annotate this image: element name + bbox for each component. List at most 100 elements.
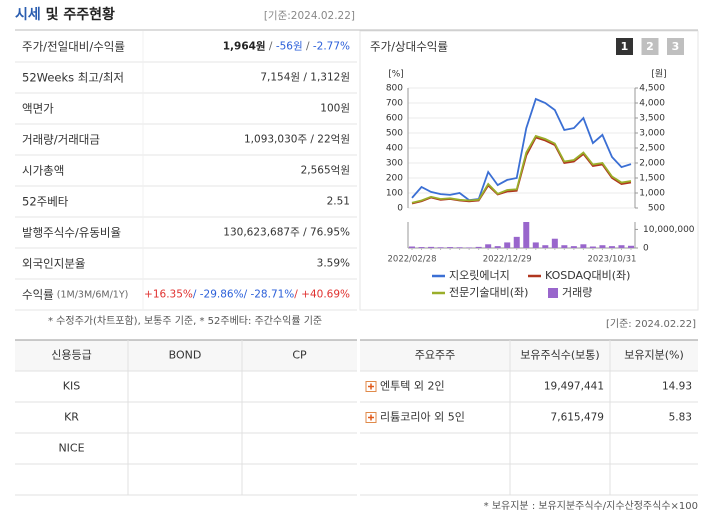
label: 52Weeks 최고/최저: [22, 70, 124, 84]
volume-bar: [437, 247, 444, 248]
value-part: 3.59%: [317, 258, 350, 270]
value-part: +16.35%: [144, 289, 193, 301]
row-value: 2.51: [327, 196, 350, 208]
volume-bar: [513, 236, 520, 248]
legend-label: KOSDAQ대비(좌): [545, 269, 630, 282]
volume-bar: [504, 242, 511, 248]
shareholder-cell: 7,615,479: [551, 412, 604, 424]
credit-cell: KIS: [63, 380, 80, 393]
row-label: 발행주식수/유동비율: [22, 225, 121, 239]
shareholder-name: 리튬코리아 외 5인: [380, 411, 465, 424]
label: 거래량/거래대금: [22, 132, 100, 146]
y-tick-label: 100: [386, 189, 403, 199]
y2-tick-label: 1,500: [639, 174, 665, 184]
credit-cell: KR: [64, 411, 79, 424]
y-tick-label: 800: [386, 84, 403, 94]
credit-header: 신용등급: [51, 349, 91, 362]
shareholders-header: 주요주주: [415, 349, 455, 362]
legend-label: 지오릿에너지: [449, 269, 510, 282]
row-label: 거래량/거래대금: [22, 132, 100, 146]
tab-label: 2: [646, 40, 654, 53]
value-part: / -29.86%: [193, 289, 244, 301]
row-label: 52Weeks 최고/최저: [22, 70, 124, 84]
credit-cell: NICE: [58, 442, 84, 455]
volume-bar: [542, 245, 549, 248]
shareholders-footnote: * 보유지분 : 보유지분주식수/지수산정주식수×100: [484, 500, 698, 512]
y-tick-label: 500: [386, 129, 403, 139]
credit-header: CP: [292, 349, 307, 362]
volume-tick-label: 0: [643, 244, 649, 254]
label: 52주베타: [22, 194, 69, 208]
row-label: 외국인지분율: [22, 256, 85, 270]
y2-tick-label: 3,000: [639, 129, 665, 139]
label: 액면가: [22, 101, 54, 115]
volume-bar: [608, 246, 615, 248]
credit-header-bg: [15, 340, 357, 371]
label: 외국인지분율: [22, 256, 85, 270]
y2-tick-label: 500: [648, 204, 665, 214]
y2-tick-label: 2,000: [639, 159, 665, 169]
value-part: 1,093,030주 / 22억원: [244, 134, 350, 146]
x-tick-label: 2023/10/31: [587, 255, 636, 265]
label: 발행주식수/유동비율: [22, 225, 121, 239]
volume-bar: [599, 245, 606, 248]
tab-button[interactable]: [616, 38, 633, 55]
value-part: 130,623,687주 / 76.95%: [223, 227, 350, 239]
series-line: [411, 134, 632, 204]
volume-bar: [570, 246, 577, 248]
volume-bar: [589, 246, 596, 248]
y-tick-label: 200: [386, 174, 403, 184]
value-part: / -28.71%: [244, 289, 295, 301]
row-label: 액면가: [22, 101, 54, 115]
tab-button[interactable]: [667, 38, 684, 55]
volume-bar: [447, 247, 454, 248]
volume-bar: [485, 244, 492, 248]
label: 시가총액: [22, 163, 64, 177]
volume-bar: [456, 247, 463, 248]
volume-bar: [409, 246, 415, 248]
shareholder-cell: 5.83: [669, 412, 692, 424]
title-part: 시세: [15, 7, 41, 23]
section-title: 시세 및 주주현황: [15, 6, 115, 23]
tab-label: 3: [672, 40, 680, 53]
title-part: 및 주주현황: [41, 6, 115, 23]
label-note: (1M/3M/6M/1Y): [54, 289, 129, 300]
y2-tick-label: 1,000: [639, 189, 665, 199]
volume-bar: [618, 245, 625, 248]
volume-bar: [428, 246, 435, 248]
legend-swatch: [548, 288, 558, 298]
y2-tick-label: 3,500: [639, 114, 665, 124]
shareholder-name: 엔투텍 외 2인: [380, 380, 445, 393]
value-part: /: [266, 41, 276, 53]
row-value: 2,565억원: [301, 165, 350, 177]
volume-bar: [475, 246, 482, 248]
value-part: 7,154원 / 1,312원: [260, 72, 350, 84]
summary-note: * 수정주가(차트포함), 보통주 기준, * 52주베타: 주간수익률 기준: [48, 315, 322, 327]
base-date: [기준:2024.02.22]: [264, 10, 355, 22]
volume-bar: [466, 247, 473, 248]
volume-tick-label: 10,000,000: [643, 225, 695, 235]
tab-button[interactable]: [641, 38, 659, 55]
row-value: 3.59%: [317, 258, 350, 270]
shareholders-header: 보유지분(%): [624, 349, 684, 362]
y2-axis-label: [원]: [651, 69, 666, 80]
volume-bar: [494, 246, 501, 248]
volume-bar: [580, 244, 587, 248]
row-value: 1,964원 / -56원 / -2.77%: [223, 40, 350, 53]
x-tick-label: 2022/02/28: [388, 255, 437, 265]
row-label: 주가/전일대비/수익률: [22, 39, 125, 53]
y-tick-label: 400: [386, 144, 403, 154]
value-part: -56원: [276, 41, 303, 53]
value-part: -2.77%: [313, 41, 350, 53]
value-part: 100원: [320, 103, 350, 115]
y-tick-label: 0: [397, 204, 403, 214]
value-part: / +40.69%: [294, 289, 350, 301]
row-value: 100원: [320, 103, 350, 115]
volume-bar: [532, 242, 539, 248]
x-tick-label: 2022/12/29: [483, 255, 532, 265]
shareholders-header: 보유주식수(보통): [520, 349, 599, 362]
y-tick-label: 700: [386, 99, 403, 109]
value-part: 2,565억원: [301, 165, 350, 177]
row-value: 130,623,687주 / 76.95%: [223, 227, 350, 239]
